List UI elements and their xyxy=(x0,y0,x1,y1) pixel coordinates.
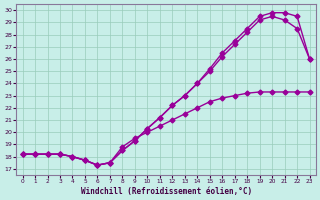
X-axis label: Windchill (Refroidissement éolien,°C): Windchill (Refroidissement éolien,°C) xyxy=(81,187,252,196)
